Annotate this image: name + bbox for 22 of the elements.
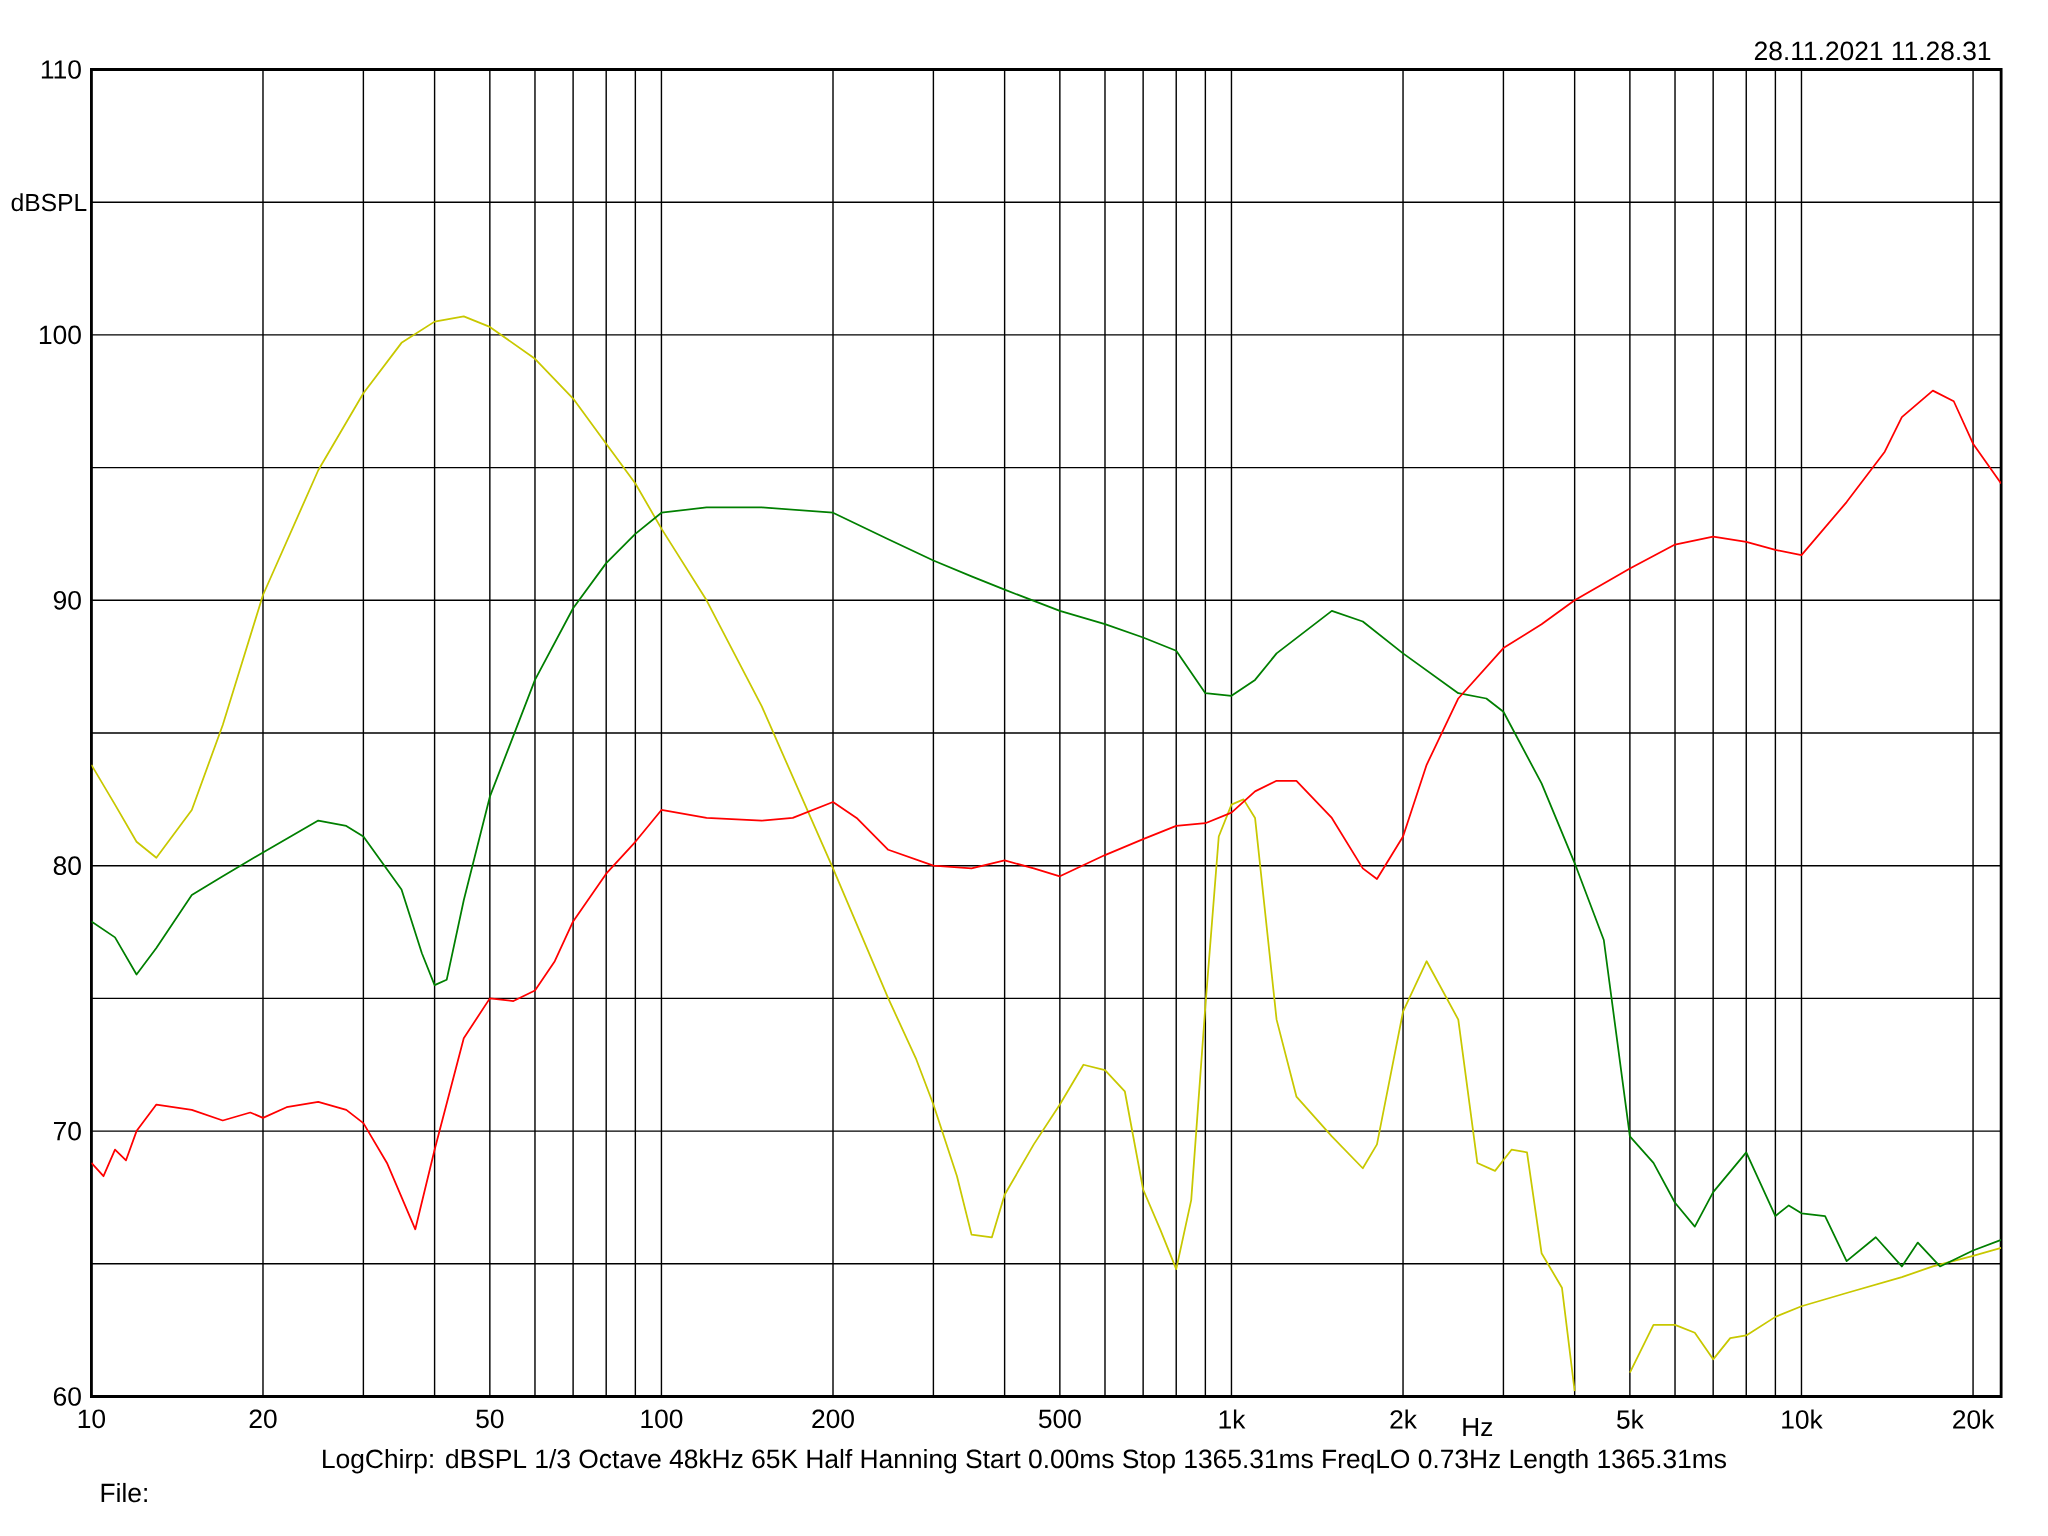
y-tick-label: 70 <box>53 1121 81 1141</box>
x-tick-label: 10 <box>78 1409 106 1429</box>
x-tick-label: 20 <box>249 1409 277 1429</box>
y-tick-label: 80 <box>53 856 81 876</box>
x-axis-title: Hz <box>1463 1417 1493 1437</box>
x-tick-label: 1k <box>1219 1409 1246 1429</box>
text: File: <box>101 1482 147 1503</box>
x-tick-label: 100 <box>641 1409 683 1429</box>
x-tick-label: 500 <box>1038 1409 1081 1429</box>
x-tick-label: 2k <box>1390 1409 1417 1429</box>
text: 28.11.2021 11.28.31 <box>1754 41 1991 61</box>
y-tick-label: 100 <box>39 325 81 345</box>
text: LogChirp: dBSPL 1/3 Octave 48kHz 65K Half Hanning Start 0.00ms Stop 1365.31ms FreqLO 0.73Hz Length 1365.31ms <box>323 1448 1726 1474</box>
x-tick-label: 20k <box>1953 1409 1995 1429</box>
y-tick-label: 60 <box>53 1387 81 1406</box>
x-tick-label: 50 <box>476 1409 504 1429</box>
x-tick-label: 5k <box>1617 1409 1644 1429</box>
x-tick-label: 10k <box>1782 1409 1823 1429</box>
y-axis-title: dBSPL <box>11 193 87 212</box>
y-tick-label: 110 <box>41 60 81 79</box>
y-tick-label: 90 <box>53 590 81 610</box>
x-tick-label: 200 <box>812 1409 854 1429</box>
